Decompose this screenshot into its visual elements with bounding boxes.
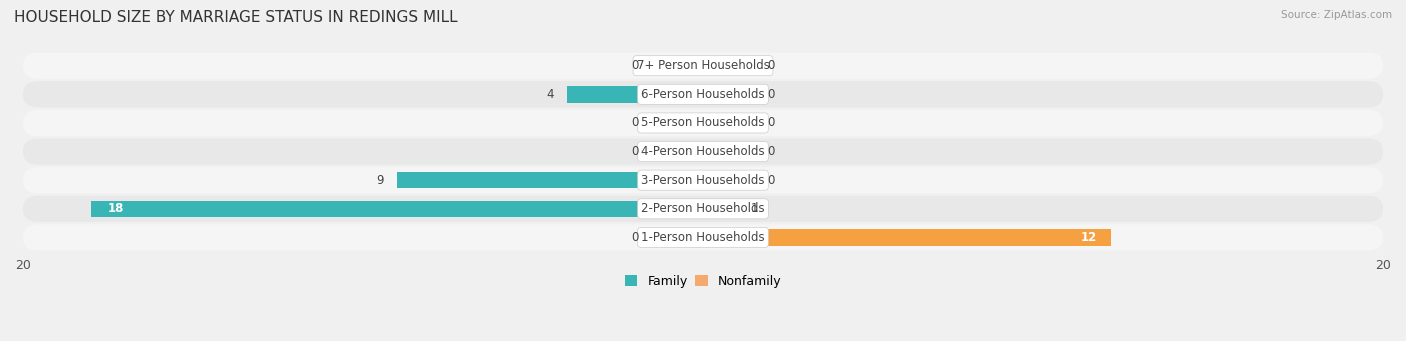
Bar [703, 143, 754, 160]
Legend: Family, Nonfamily: Family, Nonfamily [620, 270, 786, 293]
FancyBboxPatch shape [22, 81, 1384, 107]
Text: 0: 0 [631, 231, 638, 244]
Text: 0: 0 [631, 59, 638, 72]
FancyBboxPatch shape [22, 224, 1384, 251]
Bar [652, 229, 703, 246]
Bar [703, 57, 754, 74]
Text: 12: 12 [1081, 231, 1098, 244]
Text: 18: 18 [108, 202, 124, 215]
Text: 1: 1 [751, 202, 758, 215]
Text: 0: 0 [768, 59, 775, 72]
Text: 0: 0 [631, 116, 638, 130]
Text: 0: 0 [768, 145, 775, 158]
Text: 0: 0 [768, 116, 775, 130]
Text: 2-Person Households: 2-Person Households [641, 202, 765, 215]
Text: 0: 0 [631, 145, 638, 158]
Text: 4: 4 [546, 88, 554, 101]
Text: 0: 0 [768, 88, 775, 101]
Bar [396, 172, 703, 189]
Text: 5-Person Households: 5-Person Households [641, 116, 765, 130]
FancyBboxPatch shape [22, 167, 1384, 193]
Text: 4-Person Households: 4-Person Households [641, 145, 765, 158]
Bar [703, 115, 754, 131]
Bar [567, 86, 703, 103]
Bar [703, 86, 754, 103]
Text: 6-Person Households: 6-Person Households [641, 88, 765, 101]
Text: 7+ Person Households: 7+ Person Households [637, 59, 769, 72]
Text: HOUSEHOLD SIZE BY MARRIAGE STATUS IN REDINGS MILL: HOUSEHOLD SIZE BY MARRIAGE STATUS IN RED… [14, 10, 458, 25]
FancyBboxPatch shape [22, 53, 1384, 79]
Bar [703, 229, 1111, 246]
Text: 0: 0 [768, 174, 775, 187]
Bar [652, 143, 703, 160]
FancyBboxPatch shape [22, 138, 1384, 165]
Bar [652, 115, 703, 131]
Bar [703, 201, 737, 217]
FancyBboxPatch shape [22, 110, 1384, 136]
Bar [703, 172, 754, 189]
Text: 1-Person Households: 1-Person Households [641, 231, 765, 244]
Text: 3-Person Households: 3-Person Households [641, 174, 765, 187]
FancyBboxPatch shape [22, 196, 1384, 222]
Bar [91, 201, 703, 217]
Text: Source: ZipAtlas.com: Source: ZipAtlas.com [1281, 10, 1392, 20]
Text: 9: 9 [375, 174, 384, 187]
Bar [652, 57, 703, 74]
